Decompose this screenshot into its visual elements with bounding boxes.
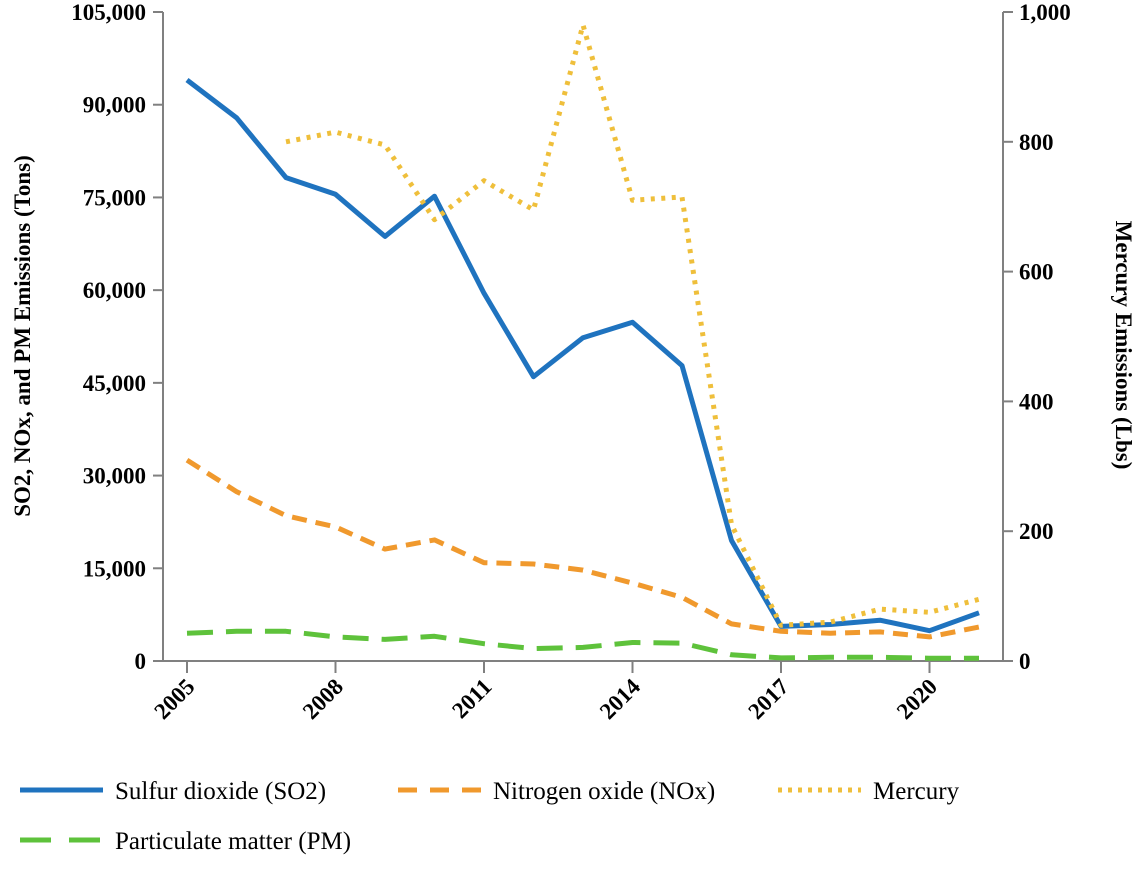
left-axis-tick-label: 105,000 [71,0,146,25]
legend-item-mercury: Mercury [778,778,960,805]
x-axis-tick-label: 2017 [743,674,793,724]
left-axis-tick-label: 75,000 [83,185,146,210]
series-line-mercury [285,22,980,628]
legend-label-particulate-matter-pm: Particulate matter (PM) [115,828,351,855]
x-axis-tick-label: 2011 [447,674,496,723]
right-axis-tick-label: 1,000 [1019,0,1071,25]
legend-item-nitrogen-oxide-nox: Nitrogen oxide (NOx) [398,778,715,805]
legend-label-mercury: Mercury [873,778,960,805]
x-axis-tick-label: 2020 [892,674,942,724]
x-axis-tick-label: 2008 [298,674,348,724]
legend-item-sulfur-dioxide-so2: Sulfur dioxide (SO2) [20,778,326,805]
left-axis-tick-label: 30,000 [83,464,146,489]
right-axis-tick-label: 200 [1019,519,1054,544]
right-axis-tick-label: 0 [1019,649,1031,674]
legend-item-particulate-matter-pm: Particulate matter (PM) [20,828,351,855]
left-axis-tick-label: 45,000 [83,371,146,396]
right-axis-title: Mercury Emissions (Lbs) [1111,221,1136,470]
series-line-sulfur-dioxide-so2 [185,78,980,634]
legend-label-sulfur-dioxide-so2: Sulfur dioxide (SO2) [115,778,326,805]
right-axis-tick-label: 600 [1019,260,1054,285]
series-line-nitrogen-oxide-nox [185,457,980,640]
left-axis-tick-label: 60,000 [83,278,146,303]
series-line-particulate-matter-pm [186,628,979,661]
legend-label-nitrogen-oxide-nox: Nitrogen oxide (NOx) [493,778,715,805]
left-axis-tick-label: 90,000 [83,93,146,118]
left-axis-tick-label: 15,000 [83,556,146,581]
left-axis-tick-label: 0 [135,649,147,674]
x-axis-tick-label: 2014 [595,674,646,725]
x-axis-tick-label: 2005 [149,674,199,724]
right-axis-tick-label: 800 [1019,130,1054,155]
left-axis-title: SO2, NOx, and PM Emissions (Tons) [10,155,35,517]
right-axis-tick-label: 400 [1019,389,1054,414]
